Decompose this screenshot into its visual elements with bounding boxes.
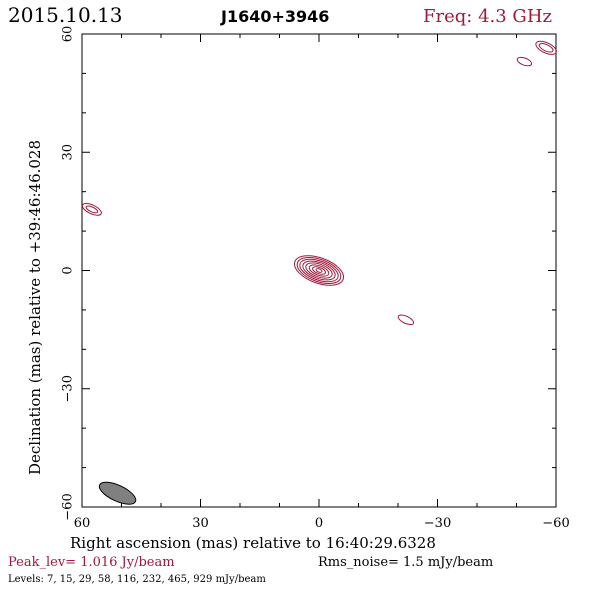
x-tick-label: 30 (192, 516, 209, 531)
contour-component-2 (81, 203, 102, 216)
source-name: J1640+3946 (220, 7, 329, 26)
observation-date: 2015.10.13 (8, 3, 123, 27)
y-tick-label: −30 (61, 375, 76, 402)
x-tick-label: −60 (542, 516, 569, 531)
contour-layer (81, 40, 557, 326)
contour-level-1 (293, 255, 345, 286)
contour-level-2 (538, 43, 554, 53)
x-tick-labels: 60 30 0 −30 −60 (74, 516, 570, 531)
beam-layer (98, 481, 137, 505)
contour-level-3 (299, 258, 339, 283)
x-tick-label: −30 (424, 516, 451, 531)
contour-level-5 (305, 262, 333, 279)
contour-level-1 (535, 40, 557, 55)
contour-level-8 (315, 268, 323, 273)
contour-level-1 (516, 56, 533, 67)
plot-frame (81, 33, 557, 508)
y-axis-label: Declination (mas) relative to +39:46:46.… (26, 140, 44, 475)
contour-levels: Levels: 7, 15, 29, 58, 116, 232, 465, 92… (8, 574, 266, 585)
contour-level-4 (302, 260, 336, 281)
contour-level-6 (308, 264, 330, 277)
y-tick-label: 60 (61, 26, 76, 43)
rms-noise: Rms_noise= 1.5 mJy/beam (318, 555, 493, 570)
contour-level-1 (397, 314, 415, 326)
contour-component-5 (535, 40, 557, 55)
peak-level: Peak_lev= 1.016 Jy/beam (8, 555, 175, 570)
frequency-label: Freq: 4.3 GHz (423, 6, 552, 27)
y-tick-labels: 60 30 0 −30 −60 (61, 26, 76, 521)
x-tick-label: 0 (315, 516, 323, 531)
contour-level-2 (296, 257, 342, 284)
contour-component-1 (293, 255, 345, 286)
contour-component-3 (397, 314, 415, 326)
contour-level-7 (312, 266, 326, 275)
restoring-beam (98, 481, 137, 505)
contour-component-4 (516, 56, 533, 67)
x-axis-label: Right ascension (mas) relative to 16:40:… (70, 534, 436, 552)
x-tick-label: 60 (74, 516, 91, 531)
contour-level-1 (81, 203, 102, 216)
y-tick-label: 0 (61, 266, 76, 274)
contour-level-2 (85, 205, 99, 214)
y-tick-label: 30 (61, 144, 76, 161)
axis-ticks (81, 33, 557, 508)
y-tick-label: −60 (61, 493, 76, 520)
